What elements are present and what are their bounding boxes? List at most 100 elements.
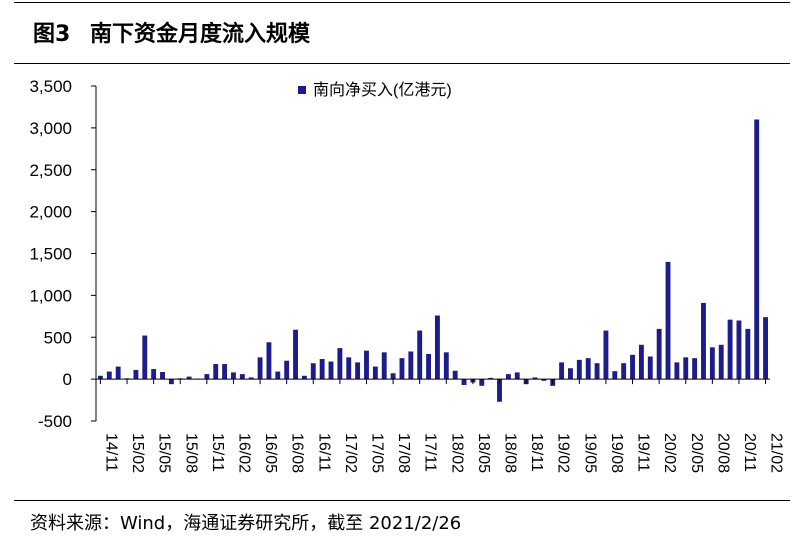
bar bbox=[399, 358, 405, 380]
x-tick-label: 18/02 bbox=[448, 433, 465, 473]
y-tick-label: 500 bbox=[44, 328, 72, 347]
x-tick-label: 20/08 bbox=[714, 433, 731, 473]
x-tick-label: 15/02 bbox=[129, 433, 146, 473]
top-rule bbox=[14, 2, 790, 3]
x-tick-label: 18/11 bbox=[528, 433, 545, 472]
bar bbox=[514, 372, 520, 380]
bar bbox=[479, 379, 485, 386]
bar bbox=[426, 354, 432, 380]
legend-label: 南向净买入(亿港元) bbox=[313, 81, 452, 99]
bar bbox=[594, 363, 600, 380]
source-note: 资料来源：Wind，海通证券研究所，截至 2021/2/26 bbox=[30, 513, 462, 534]
bar bbox=[213, 364, 219, 380]
bar bbox=[736, 320, 742, 380]
bar bbox=[647, 356, 653, 380]
x-tick-label: 15/08 bbox=[182, 433, 199, 473]
x-axis: 14/11 15/02 15/05 15/08 15/11 16/02 16/05 16/08… bbox=[96, 378, 785, 473]
bar bbox=[408, 351, 414, 380]
bar bbox=[745, 328, 751, 380]
figure-label: 图3 bbox=[33, 22, 71, 47]
bar bbox=[364, 350, 369, 380]
bar bbox=[434, 315, 440, 380]
y-axis: -500 0 500 1,000 1,500 2,000 2,500 3,000 3,500 bbox=[29, 77, 97, 431]
x-tick-label: 17/05 bbox=[368, 433, 385, 473]
bar bbox=[151, 369, 157, 380]
x-tick-label: 19/08 bbox=[608, 433, 625, 473]
bar bbox=[257, 357, 263, 380]
bar bbox=[452, 370, 458, 380]
bar bbox=[417, 330, 423, 380]
page-title: 南下资金月度流入规模 bbox=[90, 22, 311, 47]
bar bbox=[133, 369, 139, 380]
title-bar: 图3 南下资金月度流入规模 bbox=[0, 0, 802, 60]
bar bbox=[656, 328, 662, 380]
legend: 南向净买入(亿港元) bbox=[298, 81, 452, 99]
bar bbox=[168, 379, 174, 385]
bar bbox=[718, 344, 724, 380]
bar bbox=[186, 376, 192, 380]
bar bbox=[328, 361, 334, 380]
title-rule bbox=[14, 63, 790, 64]
bar bbox=[275, 371, 281, 380]
bar-series bbox=[97, 119, 769, 402]
bar bbox=[443, 352, 449, 380]
x-tick-label: 16/02 bbox=[235, 433, 252, 473]
x-tick-label: 15/05 bbox=[156, 433, 173, 473]
bar bbox=[390, 373, 396, 380]
bar bbox=[319, 359, 325, 380]
bar bbox=[115, 366, 121, 380]
x-tick-label: 20/11 bbox=[741, 433, 758, 472]
bar bbox=[488, 377, 494, 380]
y-tick-label: -500 bbox=[38, 412, 72, 431]
bar bbox=[665, 261, 671, 380]
x-tick-label: 17/08 bbox=[395, 433, 412, 473]
bar bbox=[630, 354, 635, 380]
y-tick-label: 2,000 bbox=[29, 203, 72, 222]
bar bbox=[559, 362, 565, 380]
bar bbox=[692, 358, 698, 380]
bar bbox=[266, 342, 272, 380]
bar bbox=[372, 366, 378, 380]
y-tick-label: 3,000 bbox=[29, 119, 72, 138]
bar bbox=[541, 379, 547, 381]
bar bbox=[505, 374, 511, 380]
bar bbox=[381, 352, 387, 380]
bar bbox=[160, 372, 165, 380]
y-tick-label: 3,500 bbox=[29, 77, 72, 96]
bar bbox=[346, 357, 352, 380]
bar bbox=[461, 379, 467, 385]
x-tick-label: 17/11 bbox=[422, 433, 439, 472]
x-tick-label: 17/02 bbox=[342, 433, 359, 473]
bar bbox=[674, 362, 680, 380]
x-tick-label: 20/05 bbox=[688, 433, 705, 473]
y-tick-label: 1,500 bbox=[29, 245, 72, 264]
bar bbox=[683, 357, 689, 380]
bar bbox=[337, 348, 343, 380]
x-tick-label: 15/11 bbox=[209, 433, 226, 472]
bar bbox=[612, 371, 618, 380]
bar-chart: -500 0 500 1,000 1,500 2,000 2,500 3,000 3,500 1… bbox=[29, 77, 785, 473]
bar bbox=[97, 375, 103, 380]
footer-rule bbox=[14, 500, 790, 501]
bar bbox=[603, 330, 609, 380]
y-tick-label: 0 bbox=[63, 370, 72, 389]
bar bbox=[638, 344, 644, 380]
bar bbox=[222, 364, 228, 380]
y-tick-label: 2,500 bbox=[29, 161, 72, 180]
bar bbox=[497, 379, 502, 402]
bar bbox=[568, 368, 573, 380]
bar bbox=[293, 329, 298, 380]
bar bbox=[576, 359, 582, 380]
x-tick-label: 19/02 bbox=[555, 433, 572, 473]
x-tick-label: 16/11 bbox=[315, 433, 332, 472]
bar bbox=[310, 363, 316, 380]
bar bbox=[284, 360, 290, 380]
legend-swatch bbox=[298, 86, 306, 94]
x-tick-label: 14/11 bbox=[102, 433, 119, 472]
bar bbox=[727, 319, 733, 380]
bar bbox=[142, 335, 148, 380]
bar bbox=[621, 363, 627, 380]
bar bbox=[701, 302, 706, 380]
bar bbox=[106, 371, 112, 380]
x-tick-label: 20/02 bbox=[661, 433, 678, 473]
